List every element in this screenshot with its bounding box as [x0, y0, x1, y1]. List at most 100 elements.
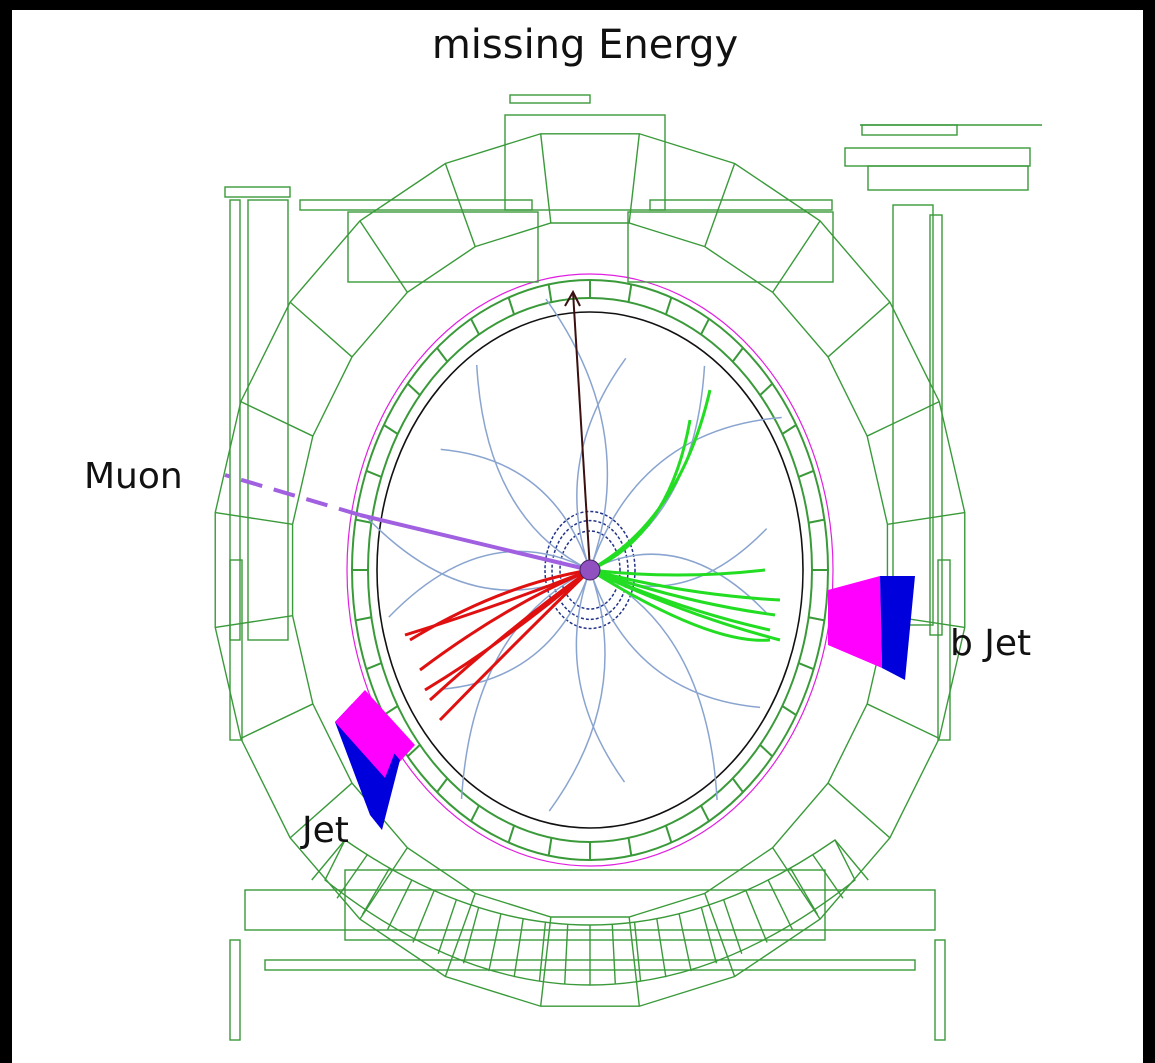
muon-spoke — [215, 511, 293, 526]
muon-spoke — [827, 782, 891, 839]
cal-cell — [731, 347, 744, 363]
fan-cell — [361, 867, 391, 916]
met-arrow — [572, 291, 591, 571]
structure — [627, 211, 834, 283]
structure — [344, 869, 826, 941]
jet-track — [428, 568, 591, 702]
bjet-track — [589, 568, 781, 602]
muon-spoke — [240, 703, 314, 740]
muon-spoke — [289, 301, 353, 358]
structure — [247, 199, 289, 641]
bjet-track — [589, 568, 781, 642]
structure — [509, 94, 591, 104]
muon-spoke — [704, 163, 736, 247]
b-jet-hcal — [880, 576, 915, 680]
muon-spoke — [359, 220, 408, 293]
structure — [229, 199, 241, 641]
fan-cell — [678, 913, 692, 972]
track — [589, 416, 782, 571]
muon-spoke — [772, 847, 821, 920]
fan-cell — [834, 839, 869, 881]
structure — [229, 939, 241, 1041]
track — [545, 298, 609, 571]
fan-cell — [462, 907, 480, 964]
fan-cell — [789, 867, 819, 916]
cal-cell — [627, 837, 633, 856]
bjet-track — [589, 568, 776, 617]
met-arrowhead — [564, 289, 581, 307]
jet-tower-ecal — [335, 704, 395, 778]
cal-cell — [798, 469, 815, 478]
jet-track — [404, 568, 591, 637]
track — [575, 569, 626, 783]
vertex — [579, 559, 601, 581]
muon-label: Muon — [84, 456, 183, 497]
jet-track — [438, 568, 592, 722]
track — [475, 364, 591, 571]
cal-cell — [700, 805, 710, 822]
muon-spoke — [444, 163, 476, 247]
muon-spoke — [628, 916, 641, 1007]
muon-spoke — [866, 400, 940, 437]
magenta-layer — [346, 273, 834, 867]
cal-cell — [759, 382, 774, 396]
structure — [649, 199, 833, 211]
cal-cell — [664, 297, 673, 315]
fan-cell — [513, 918, 524, 978]
fan-cell — [633, 922, 642, 982]
jet-track — [424, 568, 591, 692]
track — [589, 569, 761, 709]
cal-cell — [808, 616, 825, 622]
cal-cell — [355, 518, 372, 524]
inner-tracker — [544, 510, 636, 630]
muon-spoke — [866, 703, 940, 740]
cal-cell — [383, 424, 399, 435]
b-jet-label: b Jet — [950, 623, 1031, 664]
fan-cell — [412, 890, 435, 943]
fan-cell — [488, 913, 502, 972]
cal-cell — [507, 297, 516, 315]
muon-spoke — [704, 893, 736, 977]
track — [589, 553, 767, 614]
cal-cell — [781, 424, 797, 435]
track — [576, 357, 627, 571]
muon-spoke — [539, 916, 552, 1007]
cal-cell — [365, 662, 382, 671]
structure — [224, 186, 291, 198]
structure — [229, 559, 243, 741]
cal-cell — [470, 805, 480, 822]
muon-spoke — [215, 614, 293, 629]
muon-spoke — [240, 400, 314, 437]
fan-cell — [611, 924, 616, 985]
muon-spoke — [289, 782, 353, 839]
bjet-track — [589, 568, 771, 642]
structure — [892, 204, 934, 626]
fan-cell — [387, 879, 413, 930]
muon-spoke — [827, 301, 891, 358]
cal-cell — [507, 825, 516, 843]
cal-cell — [547, 284, 553, 303]
fan-cell — [656, 918, 667, 978]
structure — [934, 939, 946, 1041]
fan — [324, 838, 856, 986]
muon-spoke — [444, 893, 476, 977]
cal-cell — [365, 469, 382, 478]
muon-track — [359, 513, 591, 572]
cal-cell — [731, 777, 744, 793]
cal-cell — [436, 777, 449, 793]
cal-cell — [547, 837, 553, 856]
solenoid — [376, 311, 804, 829]
cal-cell — [470, 318, 480, 335]
fan-cell — [722, 899, 743, 954]
structure — [867, 165, 1029, 191]
structure — [504, 114, 666, 211]
background — [12, 10, 1143, 1063]
tracks — [224, 289, 782, 812]
structure — [929, 214, 943, 636]
cal-cell — [355, 616, 372, 622]
cal-cell — [808, 518, 825, 524]
cal-cell — [406, 744, 421, 758]
cal-cell — [759, 744, 774, 758]
muon-spoke — [772, 220, 821, 293]
